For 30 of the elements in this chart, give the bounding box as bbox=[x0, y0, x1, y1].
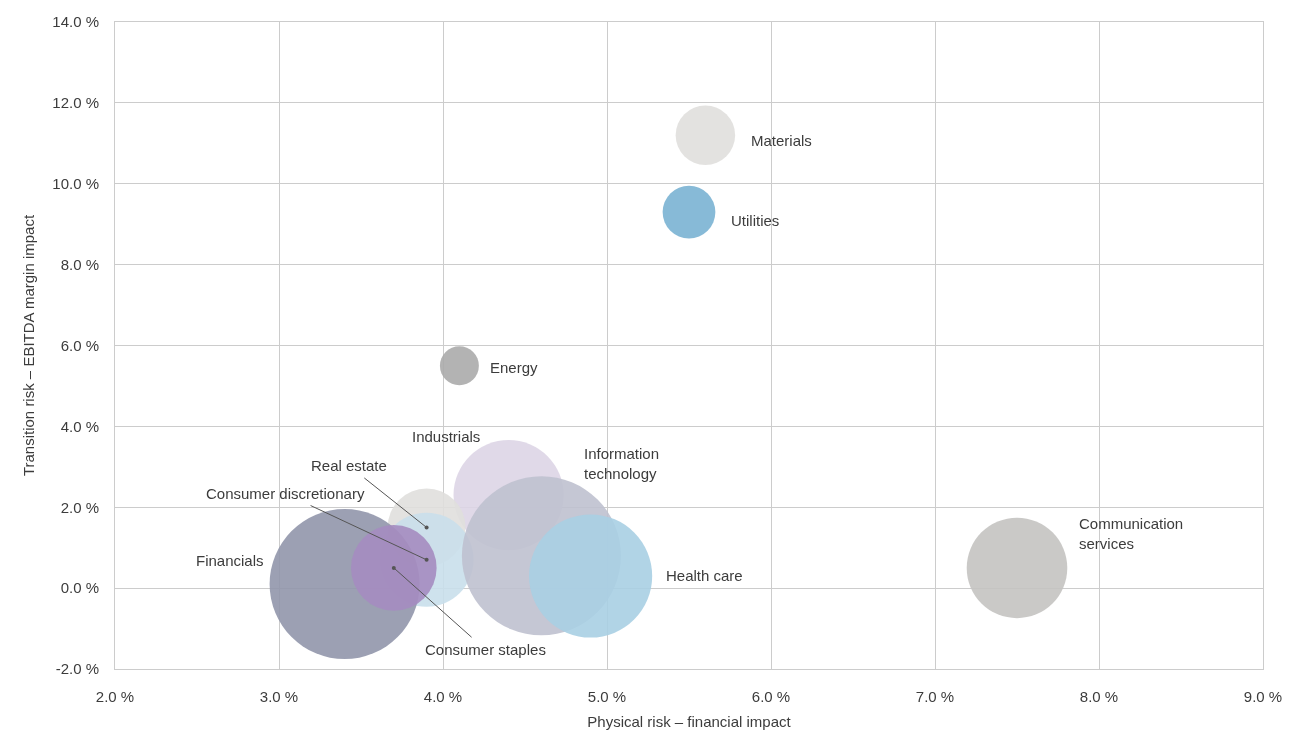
x-tick-label: 7.0 % bbox=[915, 688, 955, 705]
series-label: Communication services bbox=[1079, 515, 1184, 552]
series-label: Materials bbox=[751, 132, 812, 149]
x-tick-label: 9.0 % bbox=[1243, 688, 1283, 705]
y-tick-label: 2.0 % bbox=[60, 498, 99, 516]
x-tick-label: 8.0 % bbox=[1079, 688, 1119, 705]
y-tick-label: 8.0 % bbox=[60, 255, 99, 273]
text: Consumer discretionary bbox=[206, 485, 365, 502]
series-label: Financials bbox=[196, 552, 264, 569]
y-tick-label: 4.0 % bbox=[60, 417, 99, 435]
y-axis-title: Transition risk – EBITDA margin impact bbox=[19, 214, 37, 477]
y-tick-label: 12.0 % bbox=[52, 94, 99, 112]
series-label: Industrials bbox=[412, 428, 481, 445]
text: Consumer staples bbox=[425, 641, 546, 658]
series-label: Energy bbox=[490, 359, 539, 376]
x-axis-title: Physical risk – financial impact bbox=[587, 713, 792, 730]
x-tick-label: 3.0 % bbox=[259, 688, 299, 705]
series-label: Utilities bbox=[731, 212, 780, 229]
x-tick-label: 6.0 % bbox=[751, 688, 791, 705]
x-tick-label: 2.0 % bbox=[95, 688, 135, 705]
y-tick-label: -2.0 % bbox=[55, 660, 99, 678]
x-tick-label: 4.0 % bbox=[423, 688, 463, 705]
y-tick-label: 14.0 % bbox=[52, 13, 99, 31]
x-tick-label: 5.0 % bbox=[587, 688, 627, 705]
y-tick-label: 0.0 % bbox=[60, 579, 99, 597]
y-tick-label: 6.0 % bbox=[60, 336, 99, 354]
series-label: Health care bbox=[666, 567, 743, 584]
series-label: Real estate bbox=[311, 457, 387, 474]
y-tick-label: 10.0 % bbox=[52, 175, 99, 192]
series-label: Information technology bbox=[584, 445, 660, 482]
